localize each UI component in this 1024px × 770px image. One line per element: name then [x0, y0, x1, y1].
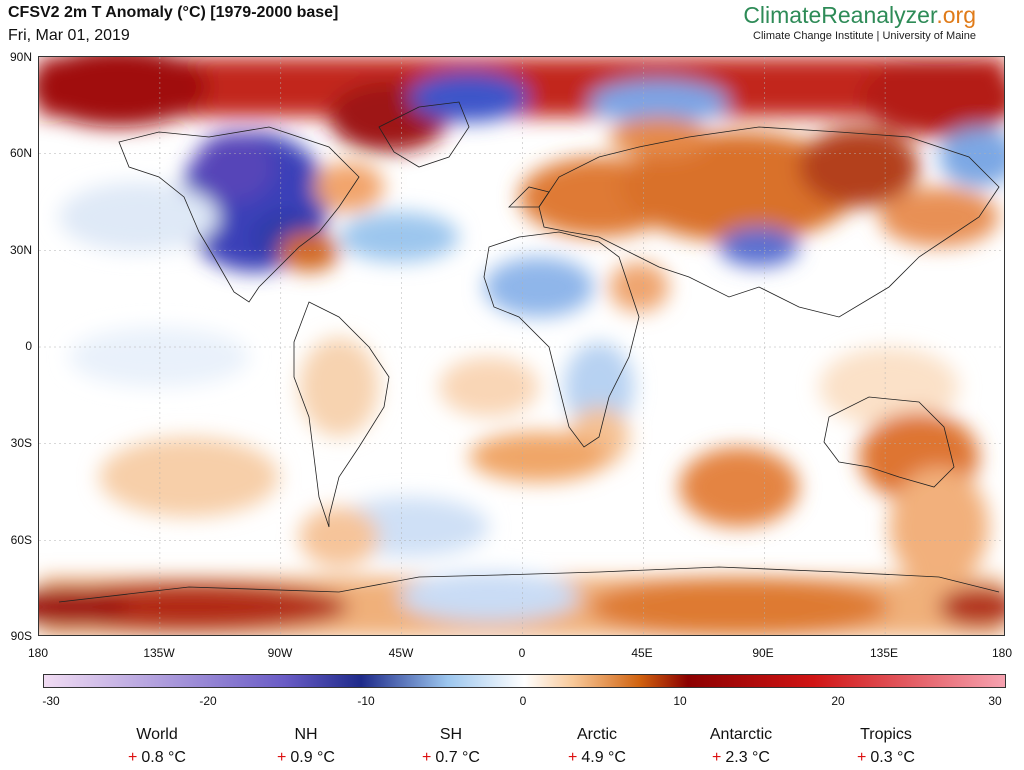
lat-label-90s: 90S: [10, 629, 32, 643]
lon-label-135w: 135W: [143, 646, 175, 660]
map-date: Fri, Mar 01, 2019: [8, 27, 130, 44]
stat-world: World +0.8 °C: [87, 726, 227, 767]
stat-label: Antarctic: [709, 726, 773, 743]
lon-label-45e: 45E: [631, 646, 653, 660]
lon-label-135e: 135E: [869, 646, 899, 660]
plus-icon: +: [857, 749, 867, 766]
colorbar-label: -20: [199, 694, 217, 708]
stat-value: 2.3 °C: [725, 749, 770, 766]
colorbar-label: 10: [673, 694, 687, 708]
coastlines: [58, 101, 1000, 603]
colorbar-label: 0: [519, 694, 527, 708]
lon-label-90e: 90E: [752, 646, 774, 660]
stat-value: 0.9 °C: [290, 749, 335, 766]
plus-icon: +: [568, 749, 578, 766]
colorbar: [43, 674, 1006, 688]
colorbar-label: -10: [357, 694, 375, 708]
lat-label-60n: 60N: [9, 146, 32, 160]
stat-nh: NH +0.9 °C: [236, 726, 376, 767]
lat-label-60s: 60S: [10, 533, 32, 547]
lon-label-180e: 180: [991, 646, 1013, 660]
lat-label-90n: 90N: [9, 50, 32, 64]
stat-tropics: Tropics +0.3 °C: [816, 726, 956, 767]
stat-sh: SH +0.7 °C: [381, 726, 521, 767]
lat-label-0: 0: [25, 339, 32, 353]
stat-label: NH: [294, 726, 318, 743]
colorbar-label: 20: [831, 694, 845, 708]
stat-label: Tropics: [860, 726, 912, 743]
lon-label-45w: 45W: [388, 646, 414, 660]
lon-label-0: 0: [518, 646, 526, 660]
stat-value: 4.9 °C: [581, 749, 626, 766]
lat-label-30n: 30N: [9, 243, 32, 257]
map-title: CFSV2 2m T Anomaly (°C) [1979-2000 base]: [8, 4, 339, 21]
anomaly-map: [38, 56, 1005, 636]
stat-value: 0.7 °C: [435, 749, 480, 766]
stat-label: SH: [439, 726, 463, 743]
brand-logo[interactable]: ClimateReanalyzer.org: [743, 2, 976, 28]
stat-antarctic: Antarctic +2.3 °C: [671, 726, 811, 767]
graticule: [39, 57, 1004, 635]
colorbar-label: -30: [42, 694, 60, 708]
plus-icon: +: [128, 749, 138, 766]
brand-subtitle: Climate Change Institute | University of…: [753, 30, 976, 42]
plus-icon: +: [712, 749, 722, 766]
stat-value: 0.8 °C: [141, 749, 186, 766]
stat-value: 0.3 °C: [870, 749, 915, 766]
lon-label-180w: 180: [27, 646, 49, 660]
lat-label-30s: 30S: [10, 436, 32, 450]
stat-arctic: Arctic +4.9 °C: [527, 726, 667, 767]
plus-icon: +: [277, 749, 287, 766]
stat-label: Arctic: [577, 726, 617, 743]
plus-icon: +: [422, 749, 432, 766]
stat-label: World: [136, 726, 178, 743]
colorbar-label: 30: [988, 694, 1002, 708]
lon-label-90w: 90W: [267, 646, 293, 660]
anomaly-field: [39, 57, 1004, 635]
